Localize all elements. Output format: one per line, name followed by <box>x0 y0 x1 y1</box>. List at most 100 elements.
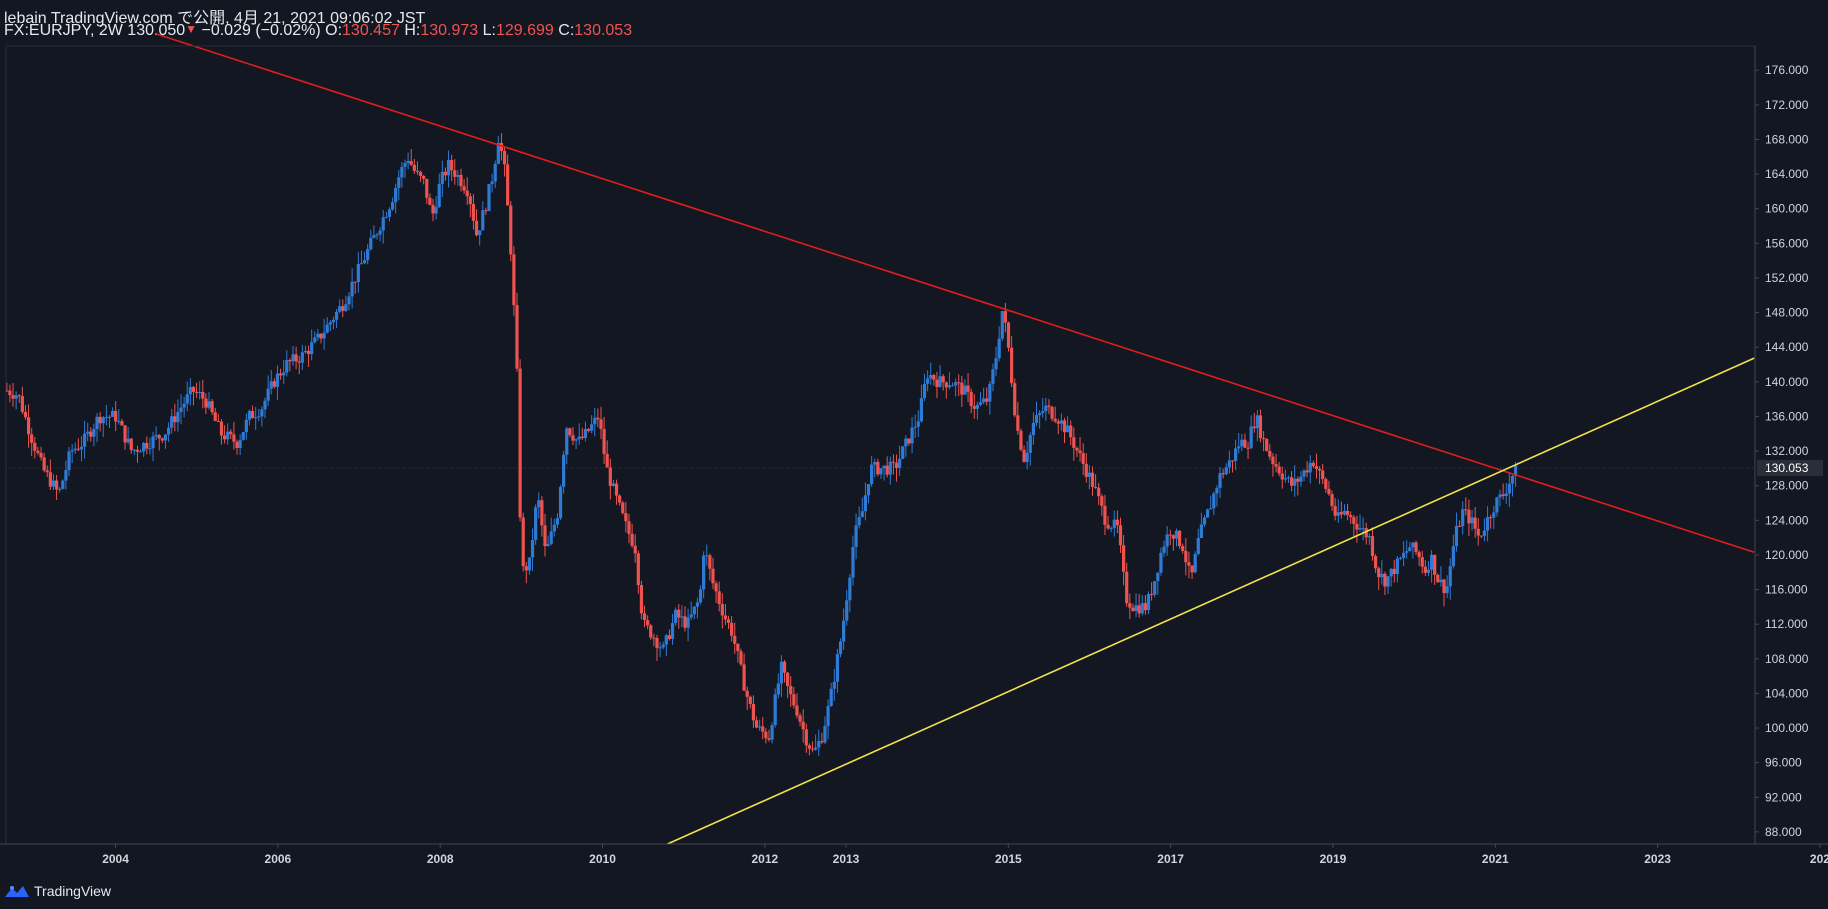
candle-body <box>1414 542 1418 553</box>
candle-body <box>319 333 323 339</box>
candle-body <box>1224 467 1228 475</box>
candle-body <box>1433 554 1437 575</box>
candle-body <box>674 609 678 624</box>
candle-body <box>944 382 948 388</box>
candle-body <box>779 661 784 684</box>
candle-body <box>1193 553 1197 573</box>
footer-brand[interactable]: TradingView <box>4 880 111 902</box>
candle-body <box>397 177 401 188</box>
candle-body <box>798 715 802 722</box>
candle-body <box>1053 418 1057 422</box>
candle-body <box>950 385 955 387</box>
candle-body <box>1408 547 1412 552</box>
candle-body <box>1059 420 1063 424</box>
candle-body <box>344 304 348 311</box>
close-label: C: <box>558 22 575 39</box>
candle-body <box>1470 517 1474 524</box>
candle-body <box>403 163 407 167</box>
candle-body <box>1495 497 1499 513</box>
candle-body <box>191 386 196 392</box>
candle-body <box>618 495 622 503</box>
candle-body <box>1019 430 1023 450</box>
y-tick-label: 124.000 <box>1765 513 1809 527</box>
y-tick-label: 136.000 <box>1765 409 1809 423</box>
candle-body <box>101 417 105 424</box>
candle-body <box>820 741 824 743</box>
candle-body <box>204 398 208 408</box>
candle-body <box>978 402 983 405</box>
candle-body <box>652 637 656 639</box>
candle-body <box>1249 426 1253 448</box>
candle-body <box>123 425 127 443</box>
candle-body <box>1324 479 1328 489</box>
candle-body <box>947 385 952 388</box>
candle-body <box>428 197 432 205</box>
candle-body <box>667 635 672 639</box>
candle-body <box>627 521 631 534</box>
candle-body <box>129 438 133 450</box>
candle-body <box>614 483 619 496</box>
candle-body <box>901 446 905 459</box>
candle-body <box>210 401 214 413</box>
candle-body <box>1050 407 1054 419</box>
candle-body <box>916 421 920 427</box>
candle-body <box>857 517 861 526</box>
x-tick-label: 2004 <box>102 852 129 866</box>
candle-body <box>372 235 376 239</box>
chart-header: lebain TradingView.com で公開, 4月 21, 2021 … <box>0 0 1828 44</box>
candle-body <box>300 352 304 363</box>
candle-body <box>1311 462 1315 467</box>
candle-body <box>126 438 130 443</box>
candle-body <box>369 238 373 250</box>
open-label: O: <box>325 22 343 39</box>
candle-body <box>418 171 423 176</box>
candle-body <box>1034 415 1039 423</box>
candle-body <box>384 216 388 218</box>
candle-body <box>26 417 31 435</box>
candle-body <box>636 553 640 586</box>
candle-body <box>1448 566 1452 587</box>
candle-body <box>1022 449 1026 462</box>
candle-body <box>1308 462 1312 473</box>
candle-body <box>894 462 899 468</box>
candle-body <box>194 391 199 393</box>
candle-body <box>1457 525 1462 527</box>
candle-body <box>1209 508 1213 510</box>
candle-body <box>356 263 360 283</box>
candle-body <box>835 654 840 682</box>
plot-area[interactable] <box>5 33 1755 845</box>
candle-body <box>524 566 528 571</box>
candle-body <box>1202 517 1207 525</box>
candle-body <box>773 694 777 726</box>
candle-body <box>1361 528 1365 530</box>
candle-body <box>1230 460 1235 462</box>
candle-body <box>1252 426 1256 429</box>
candle-body <box>1038 413 1042 416</box>
candle-body <box>1302 470 1306 477</box>
candle-body <box>776 683 780 695</box>
candle-body <box>257 416 261 418</box>
candle-body <box>543 525 547 547</box>
candle-body <box>1028 435 1032 453</box>
candle-body <box>1128 603 1132 608</box>
candle-body <box>692 606 696 615</box>
candle-body <box>64 470 68 481</box>
candle-body <box>1389 568 1393 577</box>
candle-body <box>1162 546 1166 553</box>
candle-body <box>1464 509 1468 511</box>
candle-body <box>509 205 513 255</box>
candle-body <box>649 625 653 638</box>
support-trendline <box>667 357 1755 845</box>
symbol-label: FX:EURJPY, 2W <box>4 22 123 39</box>
low-label: L: <box>482 22 496 39</box>
candle-body <box>1367 536 1371 538</box>
candle-body <box>1377 568 1381 578</box>
y-tick-label: 176.000 <box>1765 63 1809 77</box>
candle-body <box>42 457 46 471</box>
candle-body <box>487 184 491 211</box>
candle-body <box>387 209 392 217</box>
candle-body <box>1349 515 1353 518</box>
candle-body <box>1190 565 1194 573</box>
candle-body <box>1159 552 1163 573</box>
